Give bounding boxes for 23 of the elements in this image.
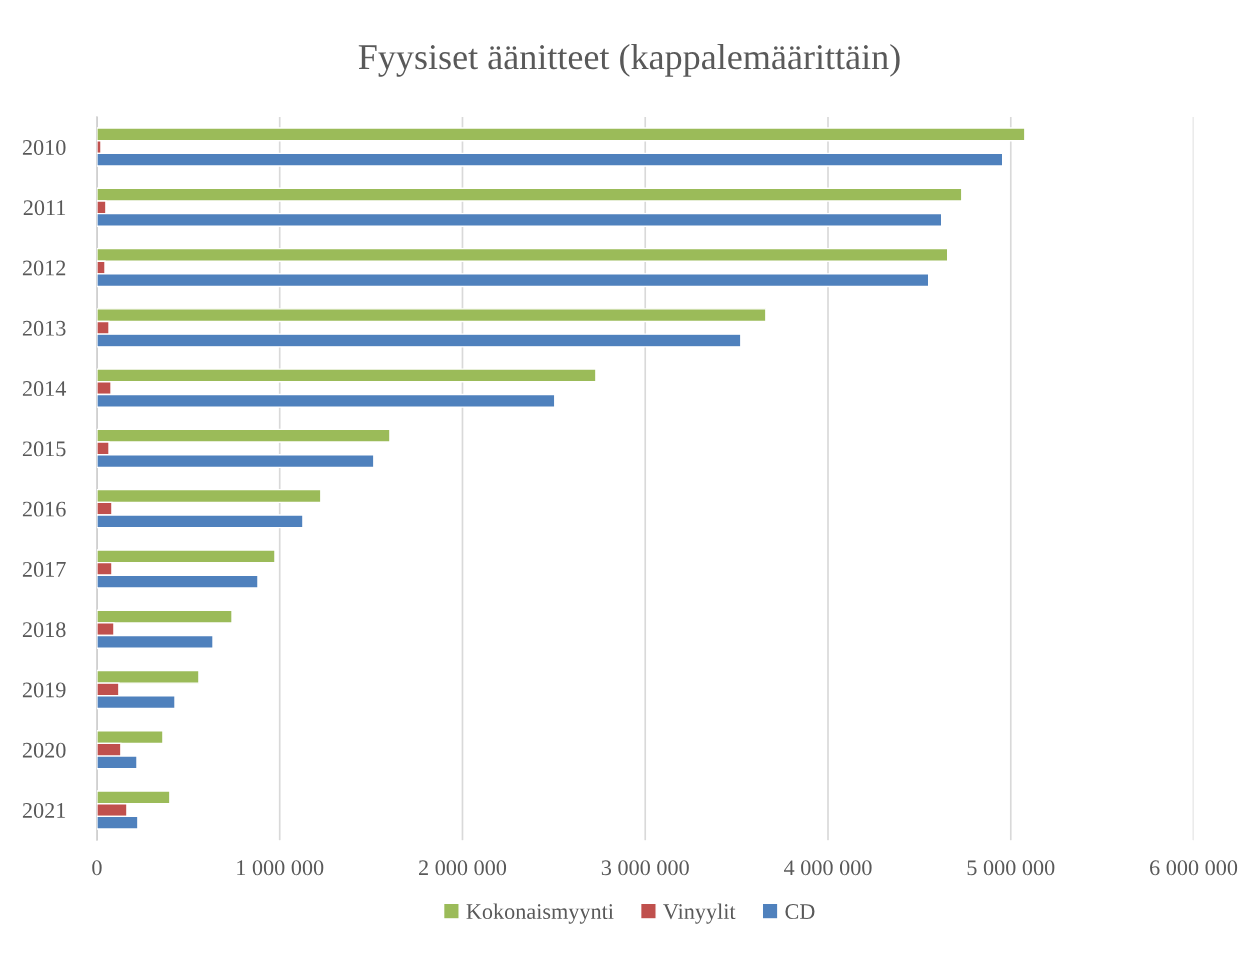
legend-label: Vinyylit <box>663 903 736 924</box>
x-tick-label: 6 000 000 <box>1150 860 1238 876</box>
x-tick-label: 2 000 000 <box>419 860 507 876</box>
y-tick-label: 2020 <box>22 742 66 758</box>
y-tick-label: 2010 <box>22 139 66 155</box>
x-tick-label: 4 000 000 <box>783 860 872 876</box>
x-tick-label: 1 000 000 <box>237 860 324 876</box>
y-tick-label: 2016 <box>22 501 66 517</box>
y-tick-label: 2017 <box>22 561 66 577</box>
chart-title: Fyysiset äänitteet (kappalemäärittäin) <box>358 43 900 77</box>
y-tick-label: 2021 <box>22 802 66 818</box>
y-tick-label: 2015 <box>22 441 66 457</box>
y-tick-label: 2019 <box>22 682 66 698</box>
legend-label: CD <box>785 904 815 920</box>
y-tick-label: 2018 <box>22 622 66 638</box>
y-tick-label: 2013 <box>22 320 66 336</box>
x-tick-label: 3 000 000 <box>601 860 689 876</box>
y-tick-label: 2014 <box>22 381 67 397</box>
x-tick-label: 5 000 000 <box>967 860 1055 876</box>
x-tick-label: 0 <box>92 860 102 876</box>
legend-label: Kokonaismyynti <box>466 903 614 924</box>
y-tick-label: 2012 <box>22 260 66 276</box>
y-tick-label: 2011 <box>23 200 66 216</box>
